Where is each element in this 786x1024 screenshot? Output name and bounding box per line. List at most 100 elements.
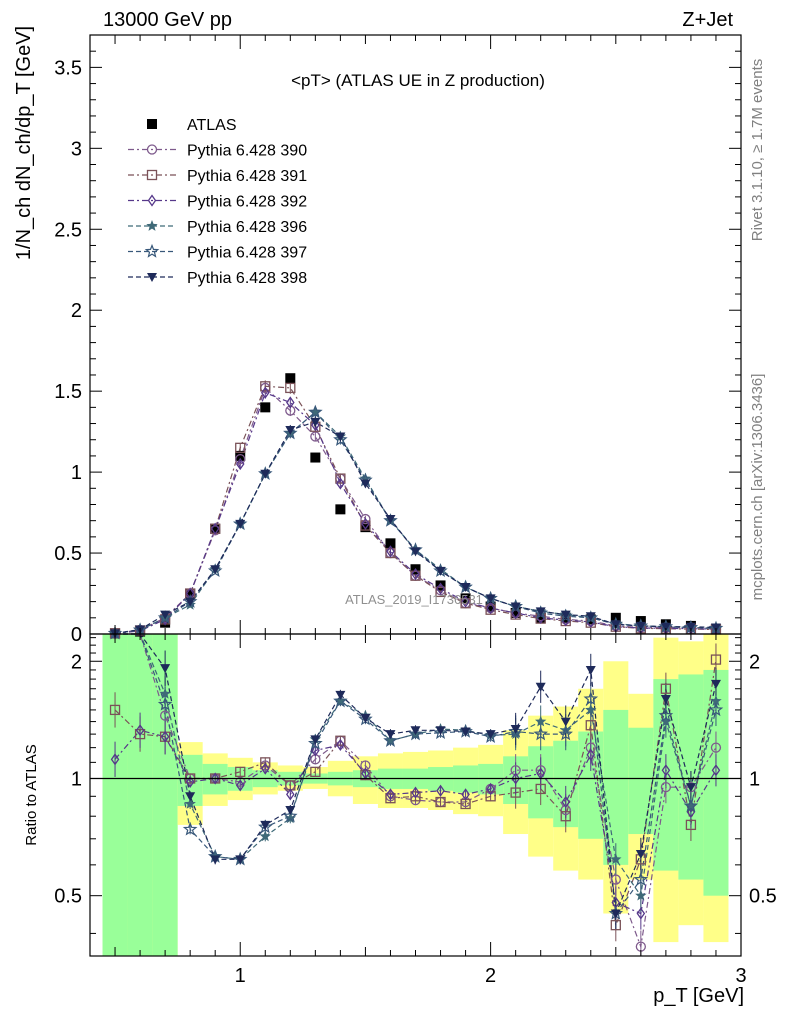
ratio-data-point: [185, 775, 195, 789]
top-y-tick-label: 3: [71, 138, 82, 160]
ratio-data-point: [610, 909, 621, 919]
ratio-y-tick-label-left: 0.5: [54, 886, 82, 908]
ratio-data-point: [435, 796, 446, 808]
top-data-point: [185, 597, 196, 607]
top-y-tick-label: 2.5: [54, 219, 82, 241]
ratio-data-point: [560, 811, 571, 822]
top-y-tick-label: 1.5: [54, 381, 82, 403]
top-data-point: [536, 611, 545, 624]
ratio-data-point: [535, 682, 546, 692]
ratio-data-point: [660, 782, 672, 793]
legend-marker: [146, 169, 158, 181]
legend-marker: [147, 273, 157, 282]
top-data-point: [510, 607, 521, 618]
ratio-data-point: [661, 764, 671, 777]
legend-marker: [146, 220, 158, 231]
ratio-data-point: [385, 793, 396, 804]
top-data-point: [310, 417, 321, 427]
ratio-data-point: [433, 725, 448, 740]
ratio-data-point: [283, 808, 298, 823]
ratio-data-point: [585, 665, 596, 675]
ratio-data-point: [386, 788, 395, 801]
legend-label: Pythia 6.428 398: [187, 270, 307, 287]
ratio-data-point: [160, 730, 170, 743]
ratio-data-point: [333, 693, 348, 708]
ratio-data-point: [535, 783, 546, 795]
top-data-point: [660, 622, 671, 632]
ratio-data-point: [610, 920, 621, 931]
green-band-bin: [628, 727, 654, 835]
ratio-data-point: [560, 804, 571, 816]
top-data-point: [410, 547, 421, 557]
top-data-point: [411, 567, 420, 581]
top-data-point: [285, 426, 296, 436]
ratio-data-point: [436, 784, 445, 797]
ratio-data-point: [334, 695, 347, 706]
top-data-point: [360, 479, 371, 489]
top-data-point: [685, 622, 696, 632]
ratio-data-point: [284, 812, 296, 824]
legend-marker: [144, 243, 160, 258]
green-band-bin: [603, 709, 629, 865]
top-data-point: [461, 595, 470, 608]
top-data-point: [359, 472, 372, 484]
ratio-data-point: [558, 726, 573, 741]
top-data-point: [486, 601, 495, 615]
x-tick-label: 2: [485, 965, 496, 987]
axes: 0 0.5 1 1.5 2 2.5 3 3.5 1 2 3 0.5 0.5 1 1 2 2: [54, 34, 777, 987]
ratio-data-point: [508, 723, 523, 738]
ratio-data-point: [585, 703, 597, 715]
ratio-data-point: [182, 821, 198, 836]
top-y-tick-label: 3.5: [54, 57, 82, 79]
ratio-data-point: [435, 726, 446, 736]
ratio-data-point: [286, 788, 295, 801]
ratio-data-point: [335, 690, 346, 700]
bottom-y-axis-label: Ratio to ATLAS: [23, 744, 40, 845]
ratio-data-point: [360, 760, 371, 771]
ratio-data-point: [260, 820, 271, 830]
top-data-point: [335, 432, 346, 442]
ratio-data-point: [461, 788, 470, 801]
top-data-point: [160, 610, 171, 620]
top-data-point: [511, 606, 520, 620]
legend: ATLAS Pythia 6.428 390 Pythia 6.428 391 Pyt…: [128, 117, 307, 287]
ratio-data-point: [408, 726, 423, 741]
top-data-point: [335, 473, 346, 484]
legend-label: Pythia 6.428 391: [187, 168, 307, 185]
ratio-data-point: [583, 691, 599, 706]
ratio-data-point: [210, 855, 221, 865]
ratio-data-point: [535, 715, 547, 727]
ratio-data-point: [360, 713, 371, 723]
ratio-data-point: [160, 664, 171, 674]
ratio-data-point: [157, 696, 173, 711]
top-data-point: [585, 612, 596, 622]
top-data-point: [510, 602, 521, 612]
top-data-point: [361, 517, 370, 531]
legend-label: Pythia 6.428 396: [187, 219, 307, 236]
ratio-data-point: [110, 753, 120, 766]
legend-marker: [146, 144, 158, 155]
top-data-point: [309, 406, 322, 418]
top-data-point: [260, 386, 270, 399]
ratio-data-point: [660, 683, 672, 694]
x-tick-label: 3: [735, 965, 746, 987]
ratio-y-tick-label-left: 2: [71, 651, 82, 673]
top-data-point: [260, 469, 271, 479]
series-markers: [107, 373, 724, 952]
ratio-data-point: [585, 720, 596, 731]
ratio-data-point: [310, 735, 321, 745]
ratio-data-point: [336, 738, 345, 751]
ratio-data-point: [483, 729, 498, 743]
top-data-point: [485, 594, 496, 604]
ratio-y-tick-label-right: 2: [749, 651, 760, 673]
top-y-tick-label: 1: [71, 462, 82, 484]
top-data-point: [435, 586, 446, 598]
ratio-data-point: [510, 765, 521, 776]
ratio-data-point: [259, 830, 271, 842]
top-data-point: [560, 610, 571, 620]
top-data-point: [235, 450, 246, 461]
top-data-point: [385, 515, 396, 525]
ratio-data-point: [335, 735, 346, 746]
ratio-data-point: [685, 783, 696, 793]
